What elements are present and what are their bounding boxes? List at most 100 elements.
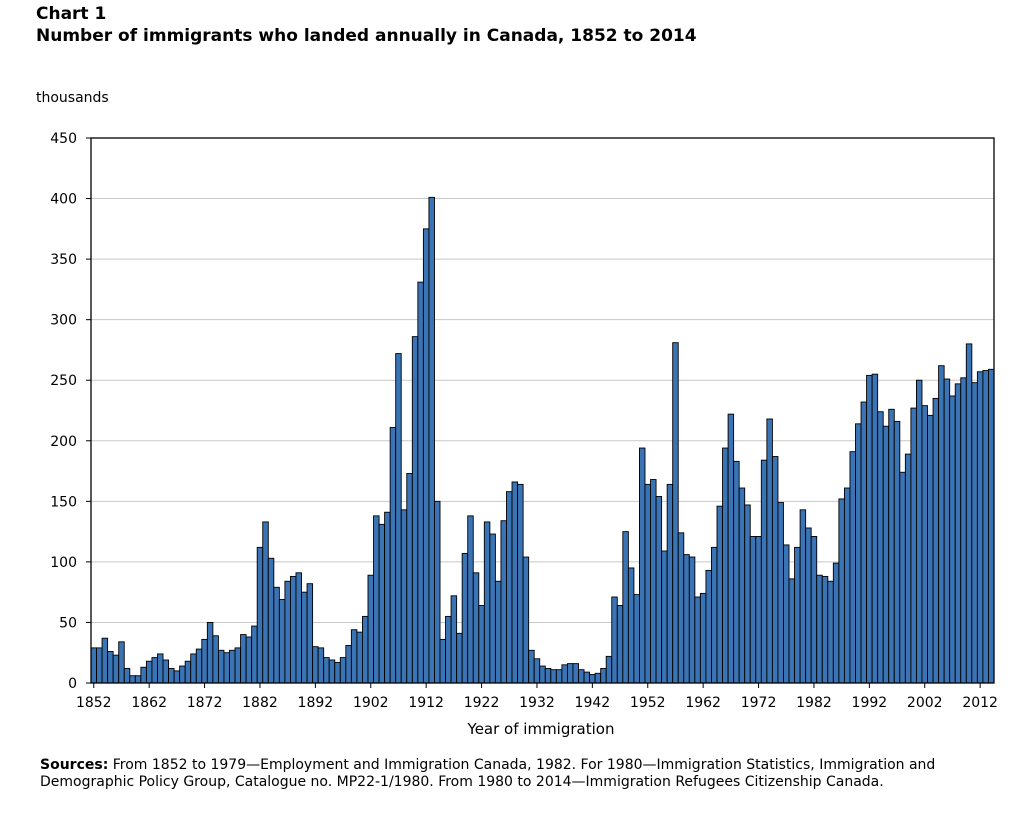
bar-1966 (722, 447, 729, 684)
y-tick-label: 350 (50, 252, 77, 268)
bar-2010 (965, 343, 973, 684)
bar-1951 (639, 447, 646, 684)
bar-1995 (882, 425, 890, 684)
bar-2003 (927, 414, 934, 684)
bar-1866 (168, 668, 175, 684)
bar-1901 (362, 615, 369, 684)
bar-1944 (600, 668, 607, 684)
bar-1867 (173, 670, 181, 684)
x-tick-label: 1902 (353, 695, 389, 711)
bar-1864 (157, 653, 164, 684)
bar-1940 (578, 669, 585, 684)
bar-1929 (517, 483, 524, 684)
bar-1941 (583, 671, 591, 684)
bar-1900 (356, 631, 363, 684)
y-tick-label: 250 (50, 373, 77, 389)
bar-1958 (677, 532, 685, 684)
bar-1891 (306, 583, 314, 684)
bar-1920 (467, 515, 474, 684)
y-tick-label: 300 (50, 313, 77, 329)
bar-2001 (915, 379, 923, 684)
bar-1990 (855, 423, 862, 684)
x-tick-label: 1922 (464, 695, 500, 711)
bar-1926 (500, 520, 507, 684)
x-axis-ticks: 1852 1862 1872 1882 1892 1902 1912 1922 1932 1942… (76, 683, 998, 711)
bar-1917 (450, 595, 458, 684)
bar-1955 (661, 550, 668, 684)
bar-1962 (699, 592, 707, 684)
bar-1983 (816, 574, 823, 684)
y-tick-label: 200 (50, 434, 77, 450)
plot-frame (90, 137, 995, 684)
bar-1972 (755, 536, 762, 684)
bar-1952 (644, 483, 651, 684)
bar-1865 (162, 659, 170, 684)
bar-1877 (229, 649, 236, 684)
bar-1947 (616, 605, 624, 684)
bar-1974 (766, 418, 773, 684)
bar-1886 (278, 598, 286, 684)
bar-1934 (544, 668, 552, 684)
bar-1856 (112, 654, 120, 684)
bar-1977 (783, 544, 790, 684)
bars (90, 196, 995, 684)
bar-1953 (650, 479, 657, 684)
x-tick-label: 1872 (187, 695, 223, 711)
x-tick-label: 1962 (685, 695, 721, 711)
bar-1981 (805, 527, 812, 684)
bar-2005 (938, 365, 945, 684)
bar-1860 (134, 675, 142, 684)
bar-1887 (284, 580, 291, 684)
bar-1937 (561, 664, 568, 684)
bar-1961 (694, 596, 701, 684)
bar-2004 (932, 397, 940, 684)
chart-title: Number of immigrants who landed annually… (36, 26, 697, 46)
bar-1957 (672, 342, 679, 684)
sources-text: From 1852 to 1979—Employment and Immigra… (40, 757, 936, 790)
bar-1863 (151, 657, 158, 684)
x-tick-label: 1892 (298, 695, 334, 711)
y-tick-label: 450 (50, 131, 77, 147)
bar-1871 (195, 648, 203, 684)
bar-1979 (794, 546, 801, 684)
chart-number: Chart 1 (36, 4, 107, 24)
bar-1912 (422, 228, 430, 684)
bar-1909 (406, 473, 413, 684)
bar-2000 (910, 407, 917, 684)
bar-1923 (483, 521, 491, 684)
bar-1907 (395, 353, 402, 684)
x-tick-label: 1992 (852, 695, 888, 711)
bar-1928 (511, 481, 519, 684)
x-tick-label: 1942 (575, 695, 611, 711)
bar-1878 (234, 647, 242, 684)
bar-1916 (445, 615, 452, 684)
y-tick-label: 100 (50, 555, 77, 571)
x-tick-label: 2002 (907, 695, 943, 711)
bar-1931 (528, 649, 535, 684)
x-tick-label: 1952 (630, 695, 666, 711)
bar-1918 (456, 632, 463, 684)
y-tick-label: 400 (50, 192, 77, 208)
bar-1903 (373, 515, 380, 684)
bar-1985 (827, 580, 834, 684)
bar-1898 (345, 645, 352, 684)
y-tick-label: 150 (50, 494, 77, 510)
x-tick-label: 1852 (76, 695, 112, 711)
bar-1862 (145, 660, 153, 684)
bar-1868 (179, 665, 186, 684)
bar-2008 (954, 383, 962, 684)
bar-1879 (240, 634, 247, 684)
y-tick-label: 0 (68, 676, 77, 692)
bar-1873 (206, 621, 214, 684)
bar-1921 (472, 572, 480, 684)
bar-1857 (118, 641, 125, 684)
bar-1894 (323, 657, 330, 684)
bar-1984 (821, 575, 829, 684)
bar-1883 (262, 521, 269, 684)
bar-1924 (489, 533, 496, 684)
bar-1913 (428, 196, 435, 684)
x-tick-label: 2012 (962, 695, 998, 711)
bar-2013 (982, 370, 989, 684)
bar-1888 (289, 575, 297, 684)
bar-1861 (140, 666, 147, 684)
